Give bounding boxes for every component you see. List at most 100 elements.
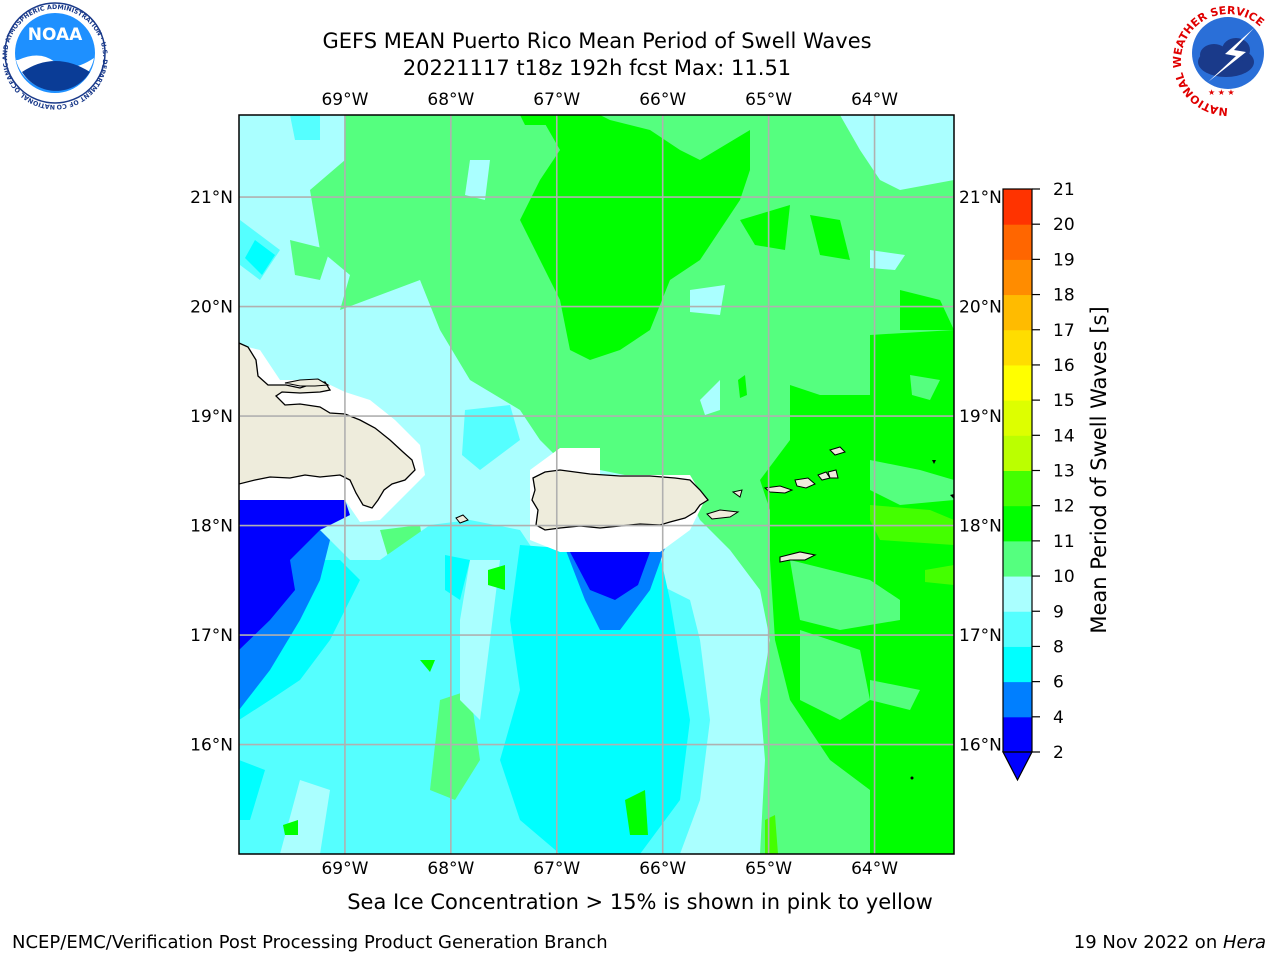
- land-anguilla: [932, 460, 936, 464]
- contour-11-12b: [925, 565, 954, 585]
- colorbar-segment: [1003, 329, 1032, 366]
- lon-labels-top: 69°W 68°W 67°W 66°W 65°W 64°W: [321, 90, 898, 110]
- colorbar-segment: [1003, 259, 1032, 296]
- lon-label-bottom: 64°W: [851, 859, 898, 879]
- lon-labels-bottom: 69°W 68°W 67°W 66°W 65°W 64°W: [321, 859, 898, 879]
- contour-8-9d: [840, 115, 954, 190]
- lat-label-left: 18°N: [190, 517, 233, 537]
- contour-4-6b: [500, 545, 690, 854]
- contour-10-11: [520, 115, 750, 360]
- contour-10-11h: [488, 565, 505, 590]
- colorbar-segment: [1003, 294, 1032, 331]
- contour-10-11f: [900, 290, 954, 330]
- contour-10-11j: [625, 790, 648, 835]
- lon-label-bottom: 65°W: [745, 859, 792, 879]
- plot-frame: [238, 114, 955, 855]
- lon-label-top: 65°W: [745, 90, 792, 110]
- lon-label-top: 64°W: [851, 90, 898, 110]
- lat-label-left: 17°N: [190, 626, 233, 646]
- contour-6-8c: [462, 405, 520, 470]
- noaa-logo: NATIONAL OCEANIC AND ATMOSPHERIC ADMINIS…: [0, 0, 108, 110]
- lat-label-right: 20°N: [959, 298, 1002, 318]
- lon-label-top: 68°W: [427, 90, 474, 110]
- colorbar-segment: [1003, 505, 1032, 542]
- contour-4-6c: [245, 240, 275, 275]
- contour-below-2: [239, 500, 350, 650]
- colorbar-label: 21: [1053, 180, 1075, 200]
- contour-9-10-pocket5: [910, 375, 940, 400]
- contour-6-8d: [290, 115, 320, 140]
- footer-machine: Hera: [1222, 932, 1266, 953]
- contour-10-11b: [520, 115, 560, 125]
- colorbar-title: Mean Period of Swell Waves [s]: [1087, 306, 1111, 633]
- land-vieques: [706, 509, 740, 520]
- lat-label-left: 20°N: [190, 298, 233, 318]
- colorbar-segment: [1003, 681, 1032, 718]
- colorbar-label: 11: [1053, 532, 1075, 552]
- lon-label-bottom: 68°W: [427, 859, 474, 879]
- colorbar-segment: [1003, 364, 1032, 401]
- colorbar-label: 2: [1053, 743, 1064, 763]
- lon-label-top: 69°W: [321, 90, 368, 110]
- lat-labels-right: 21°N 20°N 19°N 18°N 17°N 16°N: [959, 188, 1002, 755]
- sea-ice-note: Sea Ice Concentration > 15% is shown in …: [347, 890, 933, 914]
- colorbar-segment: [1003, 611, 1032, 647]
- footer-date-text: 19 Nov 2022 on: [1073, 932, 1223, 953]
- chart-subtitle: 20221117 t18z 192h fcst Max: 11.51: [402, 56, 792, 80]
- colorbar-segment: [1003, 540, 1032, 577]
- lat-label-right: 18°N: [959, 517, 1002, 537]
- contour-9-10-pocket1: [790, 560, 900, 630]
- contour-10-11i: [283, 820, 298, 835]
- colorbar-label: 15: [1053, 391, 1075, 411]
- lat-label-right: 16°N: [959, 736, 1002, 756]
- colorbar-segment: [1003, 576, 1032, 612]
- colorbar-label: 17: [1053, 321, 1075, 341]
- colorbar-segment: [1003, 435, 1032, 471]
- contour-8-9f: [700, 380, 720, 415]
- lat-label-left: 16°N: [190, 736, 233, 756]
- land-aves: [910, 776, 914, 780]
- colorbar-label: 6: [1053, 673, 1064, 693]
- colorbar-label: 9: [1053, 602, 1064, 622]
- plot-area: [239, 115, 954, 854]
- colorbar-label: 14: [1053, 426, 1075, 446]
- contour-10-11c: [810, 215, 850, 260]
- colorbar-under-arrow: [1002, 751, 1033, 782]
- colorbar-segment: [1003, 400, 1032, 436]
- lat-label-left: 19°N: [190, 407, 233, 427]
- contour-10-11k: [420, 660, 435, 672]
- lon-label-bottom: 69°W: [321, 859, 368, 879]
- colorbar: 2 4 6 8 9 10 11 12 13 14 15 16 17 18 19 20 21: [1002, 180, 1075, 782]
- colorbar-segment: [1003, 470, 1032, 507]
- contour-green-i4: [280, 780, 330, 854]
- contour-9-10-pocket4: [870, 680, 920, 710]
- land-culebra: [731, 489, 743, 498]
- chart-title: GEFS MEAN Puerto Rico Mean Period of Swe…: [322, 29, 872, 53]
- nws-logo: NATIONAL WEATHER SERVICE ★ ★ ★: [1171, 1, 1280, 118]
- lon-label-top: 67°W: [533, 90, 580, 110]
- contour-8-9c: [690, 285, 725, 315]
- contour-9-10-blob1: [290, 240, 330, 280]
- colorbar-label: 13: [1053, 462, 1075, 482]
- colorbar-segment: [1003, 716, 1032, 753]
- colorbar-label: 16: [1053, 356, 1075, 376]
- contour-10-11g: [738, 375, 747, 398]
- map-gridlines: [239, 115, 954, 854]
- contour-8-9e: [870, 250, 905, 270]
- lat-label-right: 19°N: [959, 407, 1002, 427]
- lon-label-bottom: 66°W: [639, 859, 686, 879]
- star-icon: ★ ★ ★: [1208, 88, 1235, 97]
- colorbar-segment: [1003, 224, 1032, 260]
- noaa-logo-text: NOAA: [28, 25, 83, 45]
- colorbar-label: 20: [1053, 215, 1075, 235]
- land-tortuga: [284, 378, 330, 387]
- lat-label-left: 21°N: [190, 188, 233, 208]
- land-st-croix: [779, 551, 817, 563]
- lon-label-bottom: 67°W: [533, 859, 580, 879]
- land-saba: [950, 494, 954, 499]
- footer-credit: NCEP/EMC/Verification Post Processing Pr…: [12, 932, 608, 953]
- contour-9-10-pocket2: [870, 460, 954, 505]
- colorbar-label: 18: [1053, 286, 1075, 306]
- colorbar-label: 4: [1053, 708, 1064, 728]
